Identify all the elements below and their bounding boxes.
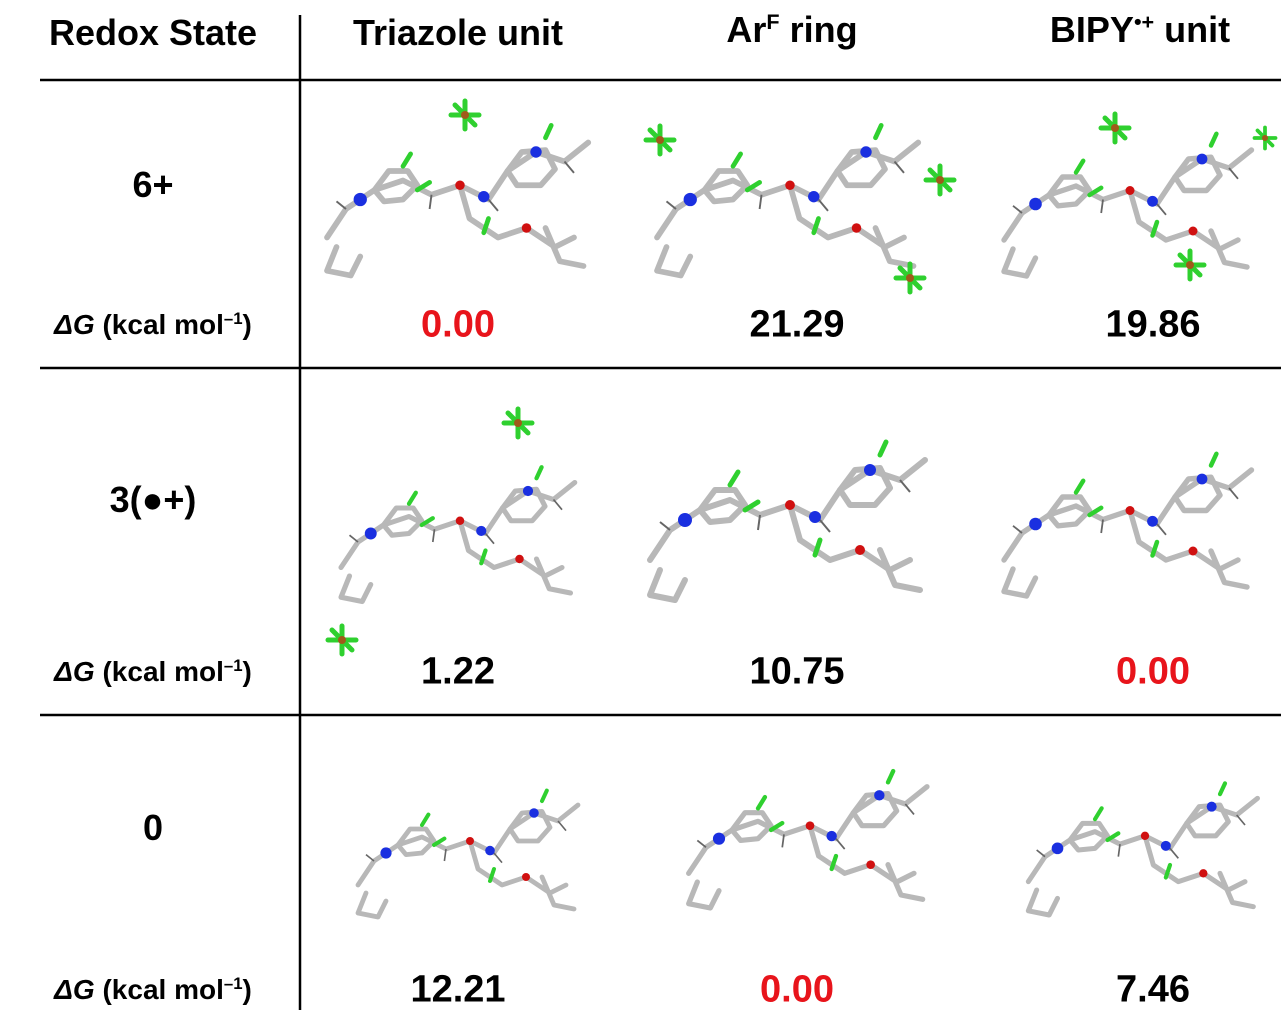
label-text: (kcal mol: [95, 974, 224, 1005]
header-cell: Redox State: [49, 12, 257, 54]
header-cell: Triazole unit: [353, 12, 563, 54]
delta-g-label: ΔG (kcal mol–1): [54, 656, 252, 688]
delta-g-value: 21.29: [749, 304, 844, 347]
molecule-images: [327, 101, 1276, 917]
redox-state: 0: [143, 807, 163, 849]
delta-g-value: 19.86: [1105, 304, 1200, 347]
delta-g-value: 0.00: [760, 969, 834, 1012]
delta-g-value: 0.00: [421, 304, 495, 347]
redox-state: 3(●+): [110, 479, 197, 521]
header-text: Ar: [726, 9, 766, 50]
header-cell: ArF ring: [726, 9, 857, 51]
label-text: ): [243, 656, 252, 687]
label-italic: ΔG: [54, 656, 95, 687]
label-sup: –1: [224, 309, 243, 328]
delta-g-value: 0.00: [1116, 651, 1190, 694]
label-italic: ΔG: [54, 974, 95, 1005]
header-text: ring: [780, 9, 858, 50]
delta-g-label: ΔG (kcal mol–1): [54, 309, 252, 341]
page: {"table": { "header": [ {"text": "Redox …: [0, 0, 1281, 1010]
label-italic: ΔG: [54, 309, 95, 340]
header-sup: F: [766, 9, 779, 34]
header-sup: •+: [1134, 9, 1154, 34]
header-cell: BIPY•+ unit: [1050, 9, 1230, 51]
redox-state: 6+: [132, 164, 173, 206]
delta-g-value: 1.22: [421, 651, 495, 694]
label-sup: –1: [224, 974, 243, 993]
delta-g-value: 12.21: [410, 969, 505, 1012]
delta-g-value: 7.46: [1116, 969, 1190, 1012]
label-text: (kcal mol: [95, 309, 224, 340]
label-text: ): [243, 974, 252, 1005]
label-sup: –1: [224, 656, 243, 675]
header-text: BIPY: [1050, 9, 1134, 50]
label-text: ): [243, 309, 252, 340]
delta-g-value: 10.75: [749, 651, 844, 694]
delta-g-label: ΔG (kcal mol–1): [54, 974, 252, 1006]
header-text: unit: [1154, 9, 1230, 50]
label-text: (kcal mol: [95, 656, 224, 687]
